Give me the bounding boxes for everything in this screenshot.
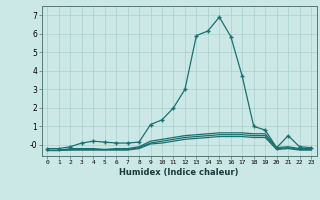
X-axis label: Humidex (Indice chaleur): Humidex (Indice chaleur) [119,168,239,177]
